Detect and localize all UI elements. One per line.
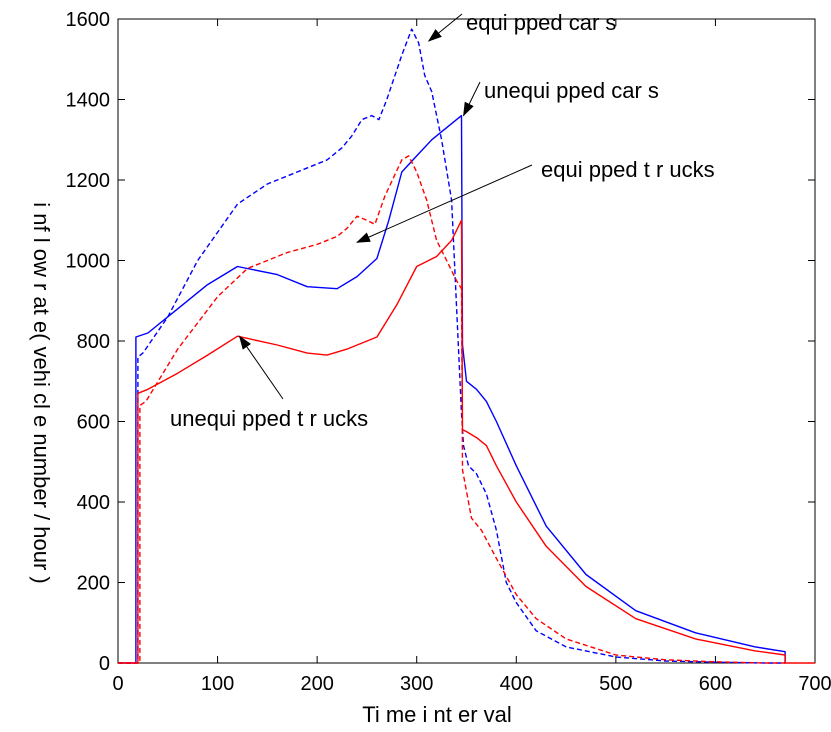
series-line-2 bbox=[118, 155, 786, 664]
annotation-arrow bbox=[463, 81, 481, 117]
y-tick-label: 1400 bbox=[66, 90, 111, 112]
y-tick-label: 800 bbox=[77, 331, 110, 353]
x-tick-label: 500 bbox=[599, 673, 632, 695]
x-tick-label: 700 bbox=[798, 673, 831, 695]
series-line-1 bbox=[118, 114, 786, 664]
y-tick-label: 0 bbox=[99, 653, 110, 675]
annotation-arrow bbox=[427, 13, 463, 42]
y-tick-label: 1600 bbox=[66, 9, 111, 31]
series-layer bbox=[118, 28, 815, 664]
x-tick-label: 400 bbox=[500, 673, 533, 695]
y-axis-label: i nf l ow r at e( vehi cl e number / hou… bbox=[29, 202, 54, 584]
y-tick-label: 1200 bbox=[66, 170, 111, 192]
x-tick-label: 300 bbox=[400, 673, 433, 695]
x-tick-label: 200 bbox=[300, 673, 333, 695]
annotation-label: equi pped car s bbox=[466, 10, 616, 35]
annotation-arrow bbox=[238, 335, 284, 400]
series-line-0 bbox=[118, 28, 786, 664]
annotation-label: unequi pped t r ucks bbox=[170, 406, 368, 431]
x-tick-label: 600 bbox=[699, 673, 732, 695]
plot-frame bbox=[117, 18, 816, 664]
y-tick-label: 200 bbox=[77, 573, 110, 595]
annotation-label: equi pped t r ucks bbox=[541, 157, 715, 182]
series-line-3 bbox=[118, 219, 815, 664]
x-tick-label: 0 bbox=[112, 673, 123, 695]
x-tick-label: 100 bbox=[201, 673, 234, 695]
y-tick-label: 1000 bbox=[66, 251, 111, 273]
annotation-label: unequi pped car s bbox=[484, 78, 659, 103]
annotation-arrow bbox=[356, 164, 533, 243]
y-tick-label: 400 bbox=[77, 492, 110, 514]
axis-ticks: 0 100 200 300 400 500 600 700 0 200 400 600 800 1000 1… bbox=[66, 9, 831, 695]
annotation-layer: equi pped car s unequi pped car s equi ppe… bbox=[170, 10, 715, 431]
x-axis-label: Ti me i nt er val bbox=[362, 702, 512, 727]
y-tick-label: 600 bbox=[77, 412, 110, 434]
